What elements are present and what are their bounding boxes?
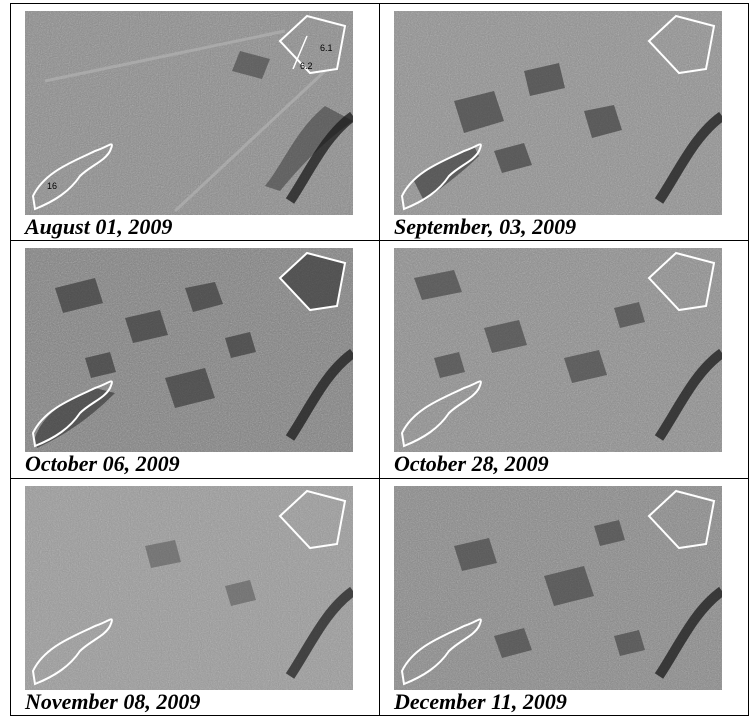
panel-cell: September, 03, 2009 [379, 2, 749, 242]
sar-image-aug-01: 6.1 6.2 16 [25, 11, 353, 215]
sar-image-sep-03 [394, 11, 722, 215]
sar-image-oct-28 [394, 248, 722, 453]
panel-date-caption: October 28, 2009 [394, 451, 549, 477]
panel-date-caption: November 08, 2009 [25, 688, 201, 714]
sar-image-oct-06 [25, 248, 353, 453]
parcel-label-6-2: 6.2 [300, 61, 313, 71]
image-grid: 6.1 6.2 16 August 01, 2009 [10, 2, 749, 717]
panel-date-caption: September, 03, 2009 [394, 214, 577, 239]
sar-image-nov-08 [25, 485, 353, 690]
parcel-label-6-1: 6.1 [320, 43, 333, 53]
panel-cell: October 06, 2009 [10, 240, 380, 479]
panel-cell: December 11, 2009 [379, 477, 749, 717]
panel-date-caption: August 01, 2009 [25, 214, 173, 239]
panel-cell: November 08, 2009 [10, 477, 380, 717]
panel-cell: October 28, 2009 [379, 240, 749, 479]
panel-date-caption: December 11, 2009 [394, 688, 567, 714]
panel-date-caption: October 06, 2009 [25, 451, 180, 477]
parcel-label-16: 16 [47, 181, 57, 191]
sar-image-dec-11 [394, 485, 722, 690]
panel-cell: 6.1 6.2 16 August 01, 2009 [10, 2, 380, 242]
